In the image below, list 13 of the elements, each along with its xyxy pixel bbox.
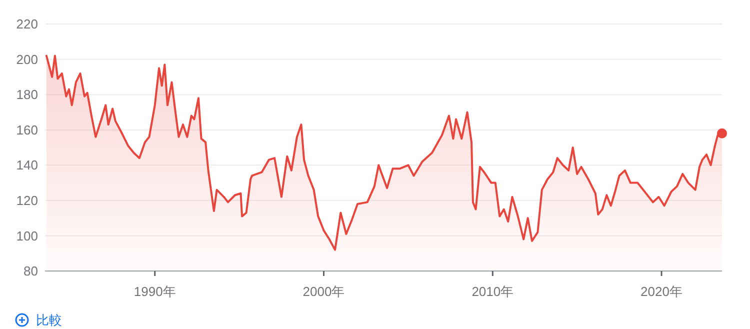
y-tick-label: 140 <box>16 158 38 173</box>
y-tick-label: 160 <box>16 122 38 138</box>
x-tick-label: 2000年 <box>302 284 345 299</box>
text: 比較 <box>36 312 62 328</box>
y-tick-label: 120 <box>16 192 38 208</box>
y-tick-label: 100 <box>16 228 38 244</box>
y-tick-label: 200 <box>16 52 38 67</box>
x-tick-label: 1990年 <box>134 284 176 299</box>
y-tick-label: 180 <box>16 87 38 102</box>
x-tick-label: 2020年 <box>640 284 682 299</box>
y-tick-label: 220 <box>16 16 38 32</box>
y-tick-label: 80 <box>24 264 38 279</box>
x-tick-label: 2010年 <box>472 284 514 299</box>
